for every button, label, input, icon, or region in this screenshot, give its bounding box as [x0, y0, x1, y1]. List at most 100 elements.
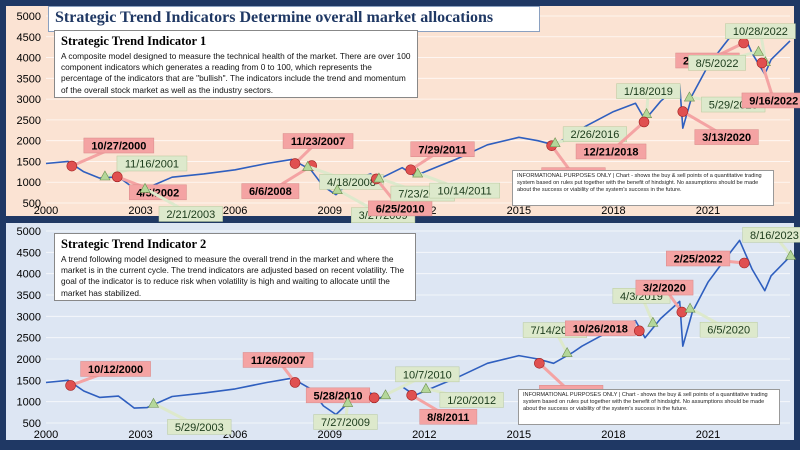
panel1-buy-label-box	[562, 126, 627, 142]
panel2-ytick-label: 2500	[17, 333, 41, 345]
panel1-xtick-label: 2021	[696, 205, 720, 217]
panel2-ytick-label: 2000	[17, 354, 41, 366]
panel1-ytick-label: 4500	[17, 32, 41, 44]
panel1-xtick-label: 2000	[34, 205, 58, 217]
panel1-ytick-label: 1000	[17, 177, 41, 189]
panel1-ytick-label: 500	[23, 198, 41, 210]
panel2-xtick-label: 2015	[507, 429, 531, 441]
panel1-price-line	[45, 24, 791, 196]
panel1-buy-marker	[139, 182, 151, 193]
panel2-sell-label: 11/26/2007	[251, 355, 305, 367]
panel1-disclaimer: INFORMATIONAL PURPOSES ONLY | Chart - sh…	[512, 170, 774, 206]
panel1-xtick-label: 2015	[507, 205, 531, 217]
panel1-buy-marker	[549, 137, 561, 148]
panel1-sell-label-box	[83, 137, 155, 154]
panel1-ytick-label: 3000	[17, 94, 41, 106]
panel2-ytick-label: 3500	[17, 290, 41, 302]
panel1-buy-label-box	[158, 206, 223, 222]
panel1-sell-label-box	[694, 129, 759, 145]
panel1-buy-label: 11/16/2001	[125, 158, 179, 170]
panel2-buy-label: 6/5/2020	[707, 325, 750, 337]
panel1-buy-marker	[683, 91, 695, 102]
panel1-sell-marker	[738, 37, 749, 49]
panel1-ytick-label: 1500	[17, 156, 41, 168]
panel2-xtick-label: 2009	[317, 429, 341, 441]
panel1-buy-label: 2/21/2003	[166, 209, 215, 221]
panel1-sell-label: 12/21/2018	[584, 146, 639, 158]
panel2-buy-marker	[647, 316, 659, 327]
panel2-buy-marker	[684, 302, 696, 313]
panel2-buy-label: 7/27/2009	[321, 417, 370, 429]
panel1-buy-marker	[331, 184, 343, 195]
panel2-sell-label: 2/25/2022	[674, 254, 723, 266]
panel2-ytick-label: 500	[23, 418, 41, 430]
panel1-buy-label: 2/26/2016	[570, 129, 619, 141]
panel2-buy-marker	[420, 382, 432, 393]
panel2-body: A trend following model designed to meas…	[61, 254, 405, 298]
panel2-buy-label: 5/29/2003	[175, 422, 224, 434]
panel1-heading: Strategic Trend Indicator 1	[61, 34, 207, 48]
panel1-buy-marker	[752, 45, 764, 56]
panel2-ytick-label: 4500	[17, 247, 41, 259]
panel1-ytick-label: 5000	[17, 11, 41, 23]
panel1-sell-label-box	[741, 92, 800, 109]
panel2-heading: Strategic Trend Indicator 2	[61, 237, 207, 251]
panel2-sell-marker	[534, 357, 545, 369]
panel2-sell-label-box	[419, 409, 478, 425]
panel1-buy-label-box	[725, 23, 796, 39]
panel1-sell-label: 3/13/2020	[702, 132, 751, 144]
panel1-sell-label: 6/25/2010	[376, 203, 425, 215]
panel1-buy-label-box	[616, 83, 681, 99]
panel2-buy-label-box	[439, 392, 504, 408]
panel2-disclaimer: INFORMATIONAL PURPOSES ONLY | Chart - sh…	[518, 389, 780, 425]
panel1-sell-marker	[66, 160, 78, 172]
panel1-sell-label: 9/16/2022	[749, 95, 798, 107]
panel1-ytick-label: 2500	[17, 115, 41, 127]
panel1-ytick-label: 3500	[17, 73, 41, 85]
panel2-sell-label: 10/12/2000	[88, 364, 143, 376]
panel2-sell-marker	[634, 325, 645, 337]
panel1-sell-marker	[405, 164, 417, 176]
chart-title-bar: Strategic Trend Indicators Determine ove…	[48, 6, 540, 32]
panel1-sell-marker	[289, 158, 301, 169]
panel2-sell-label: 10/26/2018	[573, 323, 628, 335]
panel1-sell-label: 10/27/2000	[91, 141, 146, 153]
panel1-sell-label-box	[575, 143, 647, 160]
panel1-buy-label: 10/28/2022	[733, 26, 788, 38]
panel2-xtick-label: 2000	[34, 429, 58, 441]
panel1-sell-label-box	[241, 183, 300, 199]
panel1-xtick-label: 2006	[223, 205, 247, 217]
panel2-ytick-label: 1000	[17, 397, 41, 409]
panel1-buy-label-box	[429, 182, 500, 199]
panel2-sell-marker	[368, 392, 380, 404]
panel1-buy-label: 8/5/2022	[696, 58, 739, 70]
panel2-buy-label-box	[167, 419, 232, 435]
panel1-sell-label-box	[282, 133, 354, 149]
panel1-body: A composite model designed to measure th…	[61, 51, 411, 95]
panel1-sell-label: 7/29/2011	[418, 144, 466, 156]
panel2-description: Strategic Trend Indicator 2 A trend foll…	[54, 233, 416, 301]
panel1-xtick-label: 2018	[601, 205, 625, 217]
panel1-buy-marker	[373, 172, 385, 183]
panel1-sell-label: 11/23/2007	[291, 136, 345, 148]
panel1-buy-marker	[412, 167, 424, 178]
panel2-ytick-label: 1500	[17, 375, 41, 387]
panel1-description: Strategic Trend Indicator 1 A composite …	[54, 30, 418, 98]
panel2-buy-marker	[785, 249, 797, 260]
panel1-buy-marker	[99, 170, 111, 181]
panel2-buy-label: 8/16/2023	[750, 230, 799, 242]
panel2-ytick-label: 3000	[17, 311, 41, 323]
panel2-sell-label-box	[80, 361, 151, 377]
chart-title: Strategic Trend Indicators Determine ove…	[55, 9, 494, 26]
panel1-buy-label: 1/18/2019	[624, 86, 673, 98]
panel2-buy-label-box	[313, 414, 378, 430]
panel1-sell-marker	[111, 171, 123, 183]
panel2-xtick-label: 2018	[601, 429, 625, 441]
panel2-xtick-label: 2021	[696, 429, 720, 441]
panel2-sell-label: 3/2/2020	[643, 283, 686, 295]
panel1-xtick-label: 2003	[128, 205, 152, 217]
panel1-buy-label: 4/18/2008	[327, 177, 376, 189]
panel2-buy-label-box	[742, 227, 800, 243]
panel1-sell-marker	[677, 106, 689, 117]
panel2-sell-marker	[406, 389, 417, 401]
